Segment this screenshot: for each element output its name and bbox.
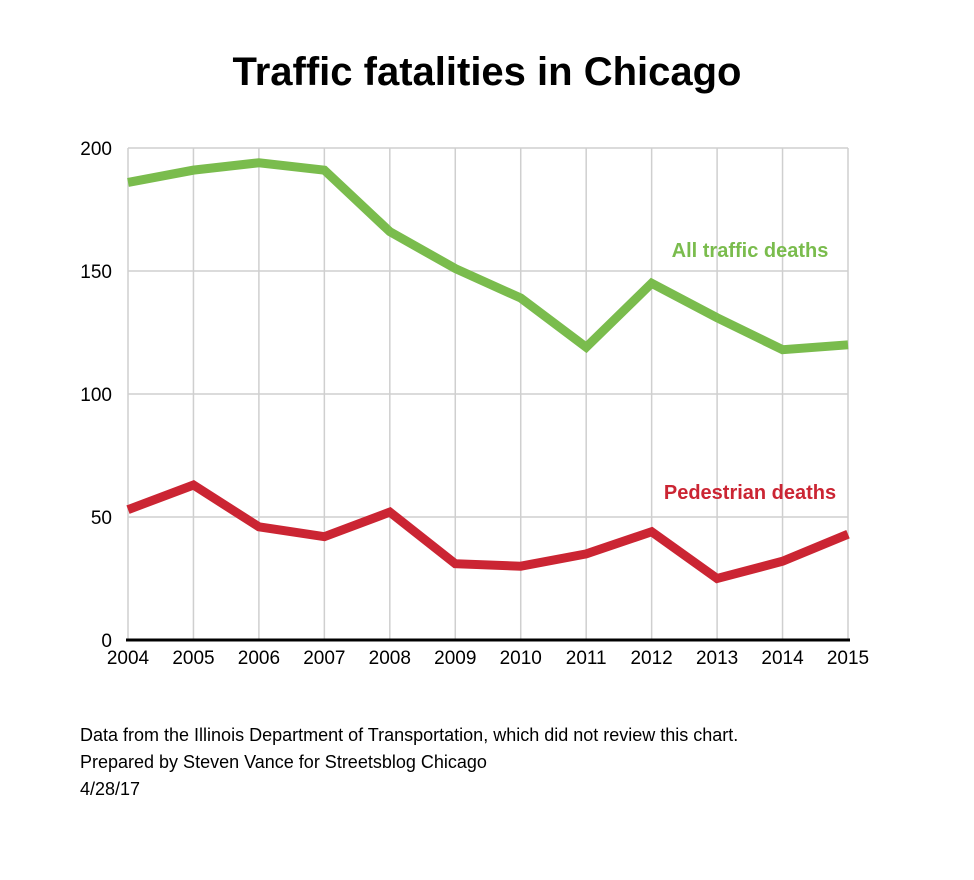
y-tick-150: 150	[80, 262, 112, 283]
y-tick-100: 100	[80, 385, 112, 406]
footer-line-source: Data from the Illinois Department of Tra…	[80, 725, 739, 745]
y-tick-0: 0	[101, 631, 112, 652]
x-tick-2007: 2007	[303, 648, 345, 669]
x-tick-2009: 2009	[434, 648, 476, 669]
footer-line-date: 4/28/17	[80, 779, 141, 799]
x-tick-2008: 2008	[369, 648, 411, 669]
footer-line-author: Prepared by Steven Vance for Streetsblog…	[80, 752, 487, 772]
x-tick-2011: 2011	[566, 648, 607, 669]
y-tick-200: 200	[80, 139, 112, 160]
series-line-pedestrian-deaths	[126, 480, 850, 584]
x-tick-2015: 2015	[827, 648, 869, 669]
x-tick-2013: 2013	[696, 648, 738, 669]
x-tick-2010: 2010	[500, 648, 542, 669]
x-tick-2012: 2012	[630, 648, 672, 669]
chart-title: Traffic fatalities in Chicago	[232, 50, 742, 94]
x-tick-2006: 2006	[238, 648, 280, 669]
y-tick-50: 50	[91, 508, 112, 529]
x-tick-2005: 2005	[172, 648, 214, 669]
series-label-all-traffic-deaths: All traffic deaths	[671, 240, 829, 262]
footer-notes: Data from the Illinois Department of Tra…	[80, 722, 738, 803]
series-line-all-traffic-deaths	[127, 158, 849, 355]
series-label-pedestrian-deaths: Pedestrian deaths	[663, 482, 837, 504]
x-tick-2014: 2014	[761, 648, 804, 669]
x-tick-2004: 2004	[107, 648, 150, 669]
